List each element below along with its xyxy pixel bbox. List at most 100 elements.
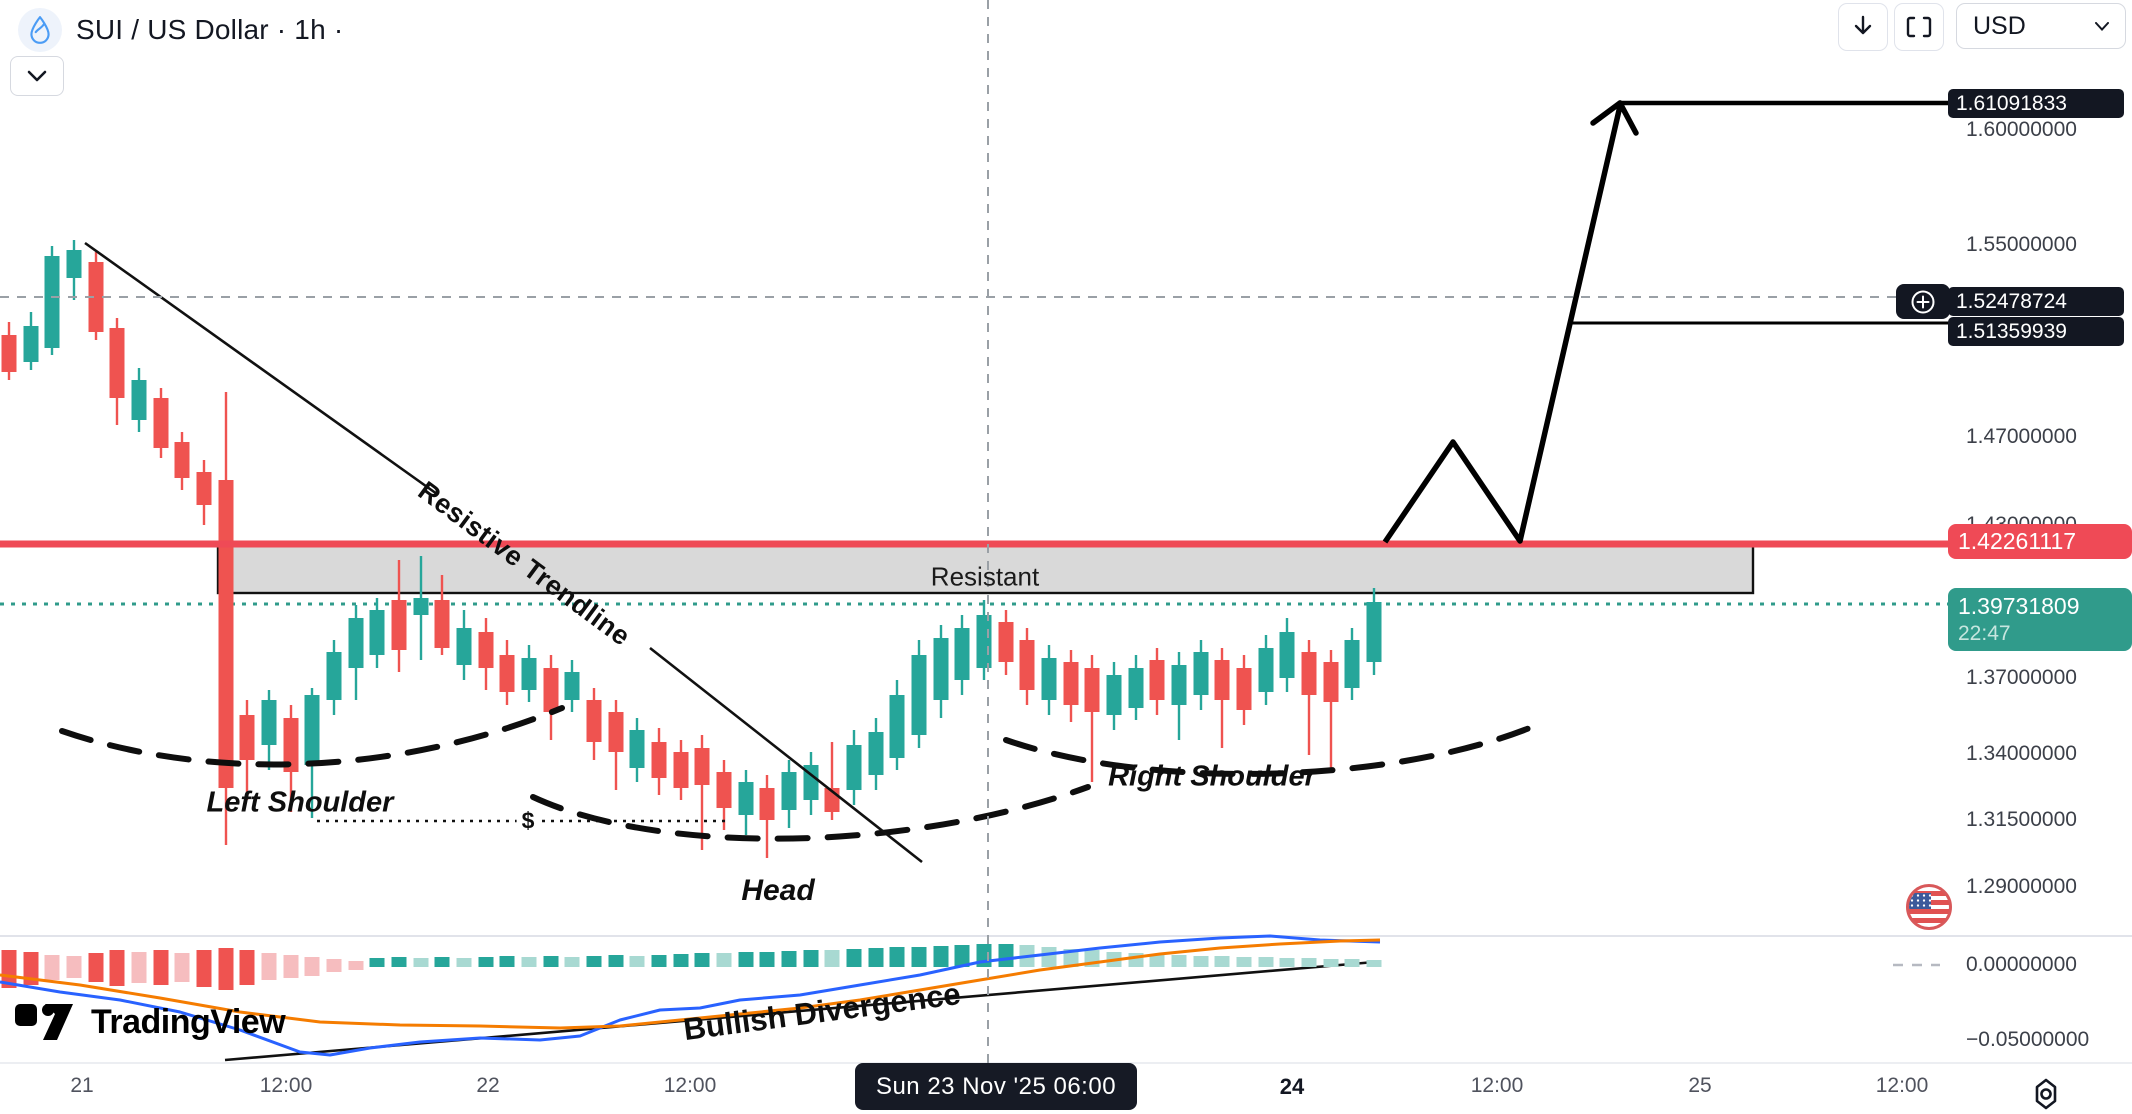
macd-histogram-bar <box>651 955 667 967</box>
tradingview-logo[interactable]: TradingView <box>15 1002 286 1042</box>
candle-body <box>759 788 775 820</box>
macd-histogram-bar <box>88 953 104 982</box>
price-tick-label: 0.00000000 <box>1966 953 2077 976</box>
candle-body <box>369 610 385 655</box>
candle-body <box>283 718 299 772</box>
macd-histogram-bar <box>153 950 169 985</box>
add-alert-plus-button[interactable] <box>1896 284 1950 319</box>
resistance-zone <box>216 544 1755 595</box>
macd-histogram-bar <box>196 950 212 987</box>
macd-histogram-bar <box>1214 956 1230 967</box>
candle-body <box>933 638 949 700</box>
price-tick-label: 1.31500000 <box>1966 808 2077 831</box>
macd-histogram-bar <box>868 948 884 967</box>
time-tick-label: 21 <box>70 1074 94 1097</box>
candle-body <box>261 700 277 745</box>
macd-histogram-bar <box>803 950 819 967</box>
candle-body <box>738 782 754 815</box>
timescale-settings-button[interactable] <box>2026 1074 2066 1114</box>
fullscreen-button[interactable] <box>1894 3 1944 51</box>
macd-histogram-bar <box>781 951 797 967</box>
crosshair-date-tooltip: Sun 23 Nov '25 06:00 <box>855 1063 1137 1110</box>
candle-body <box>1 335 17 372</box>
macd-histogram-bar <box>131 952 147 983</box>
candle-body <box>673 752 689 788</box>
macd-histogram-bar <box>174 953 190 982</box>
macd-line <box>0 934 1381 1057</box>
macd-histogram-bar <box>456 958 472 967</box>
resistive-trendline <box>84 241 438 496</box>
macd-histogram-bar <box>1258 957 1274 967</box>
right-shoulder-arc <box>1003 724 1535 777</box>
projection-arrowhead <box>1617 100 1639 136</box>
macd-histogram-bar <box>543 956 559 967</box>
us-flag-event-icon[interactable] <box>1906 884 1952 930</box>
gear-icon <box>2035 1078 2057 1110</box>
chevron-down-icon <box>27 70 47 82</box>
candle-body <box>586 700 602 742</box>
price-tick-label: 1.60000000 <box>1966 118 2077 141</box>
macd-histogram-bar <box>738 952 754 967</box>
candle-body <box>651 742 667 778</box>
collapse-toolbar-button[interactable] <box>10 56 64 96</box>
macd-histogram-bar <box>954 945 970 967</box>
macd-histogram-bar <box>694 953 710 967</box>
tradingview-mark-icon <box>15 1004 73 1040</box>
candle-body <box>1193 652 1209 695</box>
left-shoulder-label[interactable]: Left Shoulder <box>206 786 394 819</box>
symbol-title[interactable]: SUI / US Dollar · 1h · <box>76 14 344 45</box>
currency-select[interactable]: USD <box>1956 3 2126 49</box>
time-tick-label: 24 <box>1279 1074 1305 1099</box>
macd-histogram-bar <box>499 956 515 967</box>
right-shoulder-label[interactable]: Right Shoulder <box>1108 760 1316 793</box>
macd-histogram-bar <box>824 950 840 967</box>
resistant-zone-label[interactable]: Resistant <box>930 561 1040 592</box>
dollar-marker[interactable]: $ <box>516 807 540 835</box>
candle-body <box>1236 668 1252 710</box>
candle-body <box>543 668 559 712</box>
macd-histogram-bar <box>1041 947 1057 967</box>
candle-body <box>1366 602 1382 662</box>
head-label[interactable]: Head <box>741 874 815 907</box>
macd-histogram-bar <box>521 957 537 967</box>
macd-histogram-bar <box>304 957 320 976</box>
left-shoulder-arc <box>59 705 565 768</box>
candle-body <box>1279 632 1295 678</box>
tradingview-logo-text: TradingView <box>91 1002 286 1041</box>
macd-histogram-bar <box>933 946 949 967</box>
candle-body <box>1344 640 1360 688</box>
drawing-price-label: 1.52478724 <box>1948 287 2124 316</box>
time-tick-label: 12:00 <box>259 1074 313 1097</box>
candle-body <box>846 745 862 790</box>
macd-histogram-bar <box>846 949 862 967</box>
time-tick-label: 25 <box>1688 1074 1712 1097</box>
macd-histogram-bar <box>911 947 927 967</box>
macd-histogram-bar <box>478 957 494 967</box>
candle-body <box>1084 668 1100 712</box>
candle-body <box>109 328 125 398</box>
drawing-price-label: 1.61091833 <box>1948 89 2124 118</box>
macd-histogram-bar <box>413 958 429 967</box>
candle-body <box>1019 640 1035 690</box>
price-tick-label: −0.05000000 <box>1966 1028 2090 1051</box>
candle-body <box>629 730 645 768</box>
last-price-label: 1.39731809 22:47 <box>1948 588 2132 651</box>
candle-body <box>803 765 819 800</box>
flag-canton <box>1909 893 1931 909</box>
candle-body <box>954 628 970 680</box>
candle-body <box>326 652 342 700</box>
candle-body <box>564 672 580 700</box>
macd-histogram-bar <box>44 955 60 980</box>
macd-histogram-bar <box>1193 956 1209 967</box>
download-button[interactable] <box>1838 3 1888 51</box>
macd-histogram-bar <box>1279 958 1295 967</box>
candle-body <box>196 472 212 505</box>
macd-histogram-bar <box>716 953 732 967</box>
candle-body <box>1171 665 1187 705</box>
macd-signal-line <box>0 938 1381 1030</box>
macd-histogram-bar <box>283 955 299 978</box>
macd-histogram-bar <box>23 952 39 985</box>
candle-body <box>1106 675 1122 715</box>
